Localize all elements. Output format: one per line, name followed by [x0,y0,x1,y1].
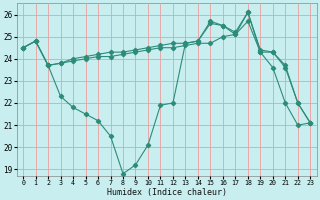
X-axis label: Humidex (Indice chaleur): Humidex (Indice chaleur) [107,188,227,197]
